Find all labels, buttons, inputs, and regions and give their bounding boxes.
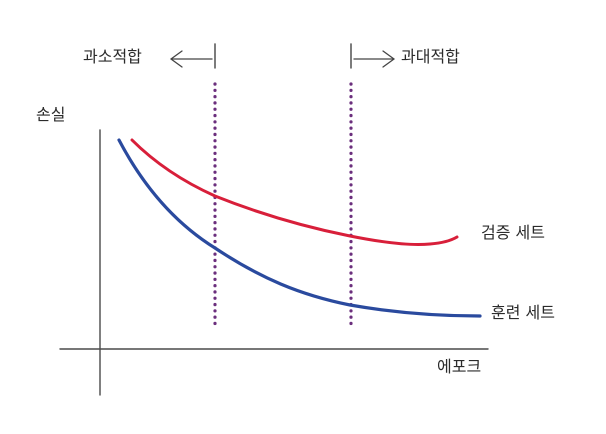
y-axis-label: 손실	[36, 105, 65, 124]
training-label: 훈련 세트	[491, 303, 555, 322]
validation-loss-curve	[130, 138, 459, 246]
overfit-arrow	[353, 50, 395, 68]
training-loss-curve	[117, 138, 482, 318]
x-axis-label: 에포크	[437, 357, 481, 376]
overfit-label: 과대적합	[401, 47, 460, 66]
validation-label: 검증 세트	[481, 223, 545, 242]
underfit-label: 과소적합	[83, 47, 142, 66]
underfit-arrow	[170, 50, 213, 68]
